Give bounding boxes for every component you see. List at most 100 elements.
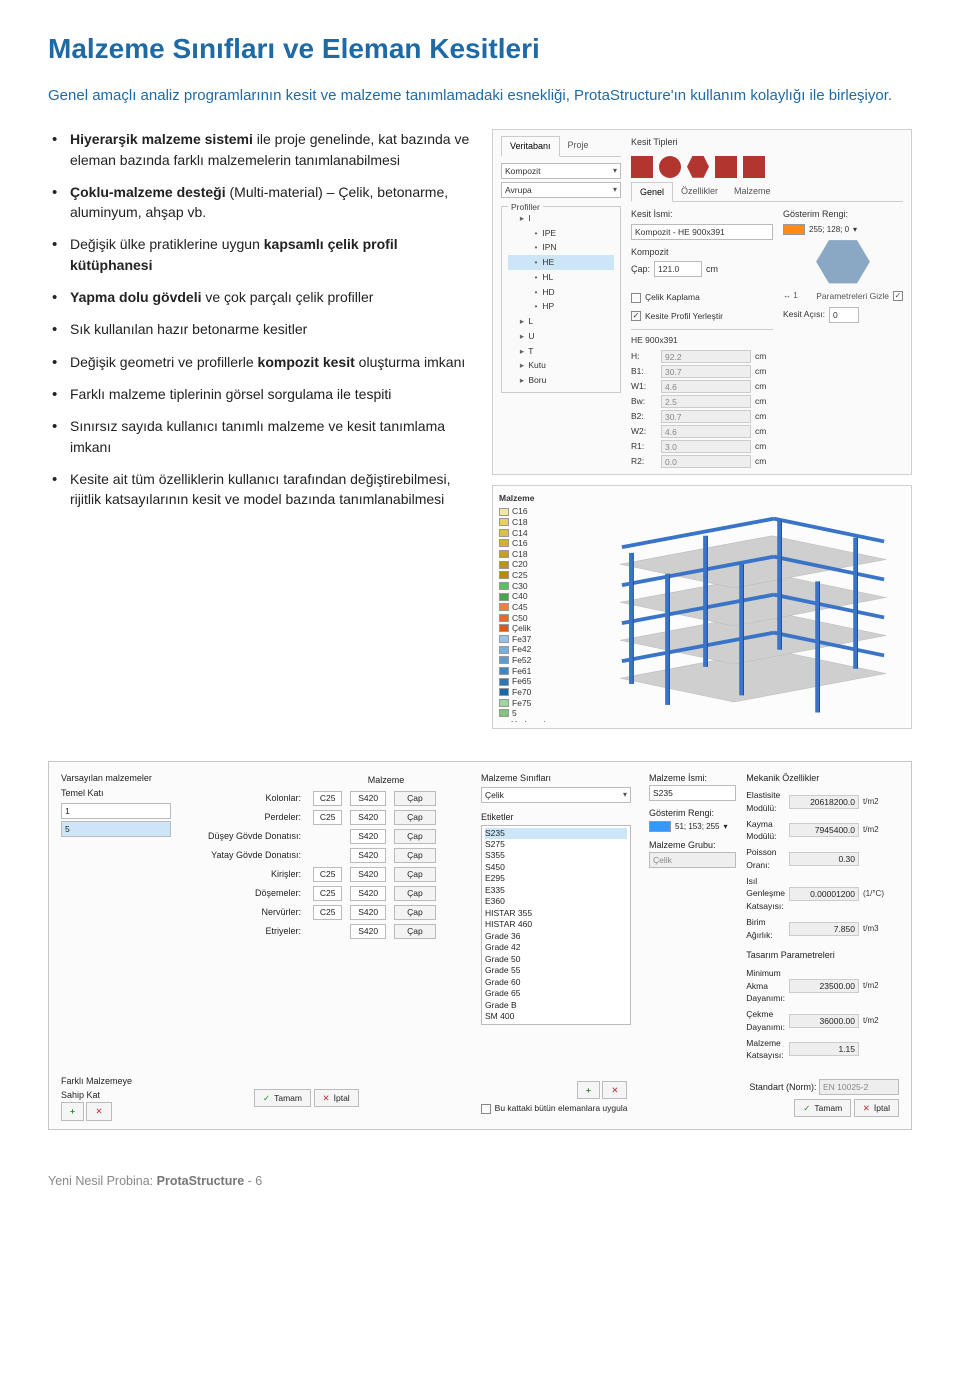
legend-item[interactable]: C45	[499, 602, 555, 613]
tamam-button-2[interactable]: Tamam	[794, 1099, 851, 1118]
material-legend[interactable]: Malzeme C16C18C14C16C18C20C25C30C40C45C5…	[499, 492, 555, 722]
legend-item[interactable]: Fe42	[499, 644, 555, 655]
cell[interactable]: C25	[313, 886, 342, 901]
chk-uygula[interactable]: Bu kattaki bütün elemanlara uygula	[481, 1102, 628, 1115]
legend-item[interactable]: C16	[499, 538, 555, 549]
cap-button[interactable]: Çap	[394, 867, 436, 882]
list-item[interactable]: E360	[485, 896, 627, 907]
list-item[interactable]: HISTAR 460	[485, 919, 627, 930]
kesit-ismi-input[interactable]: Kompozit - HE 900x391	[631, 224, 773, 240]
shape-option[interactable]	[715, 156, 737, 178]
list-item[interactable]: S355	[485, 850, 627, 861]
shape-option[interactable]	[659, 156, 681, 178]
list-item[interactable]: S450	[485, 862, 627, 873]
tree-node[interactable]: ▸ Kutu	[508, 358, 614, 373]
legend-item[interactable]: C25	[499, 570, 555, 581]
list-item[interactable]: Grade 65	[485, 988, 627, 999]
list-item[interactable]: HISTAR 355	[485, 908, 627, 919]
cap-button[interactable]: Çap	[394, 810, 436, 825]
legend-item[interactable]: Fe52	[499, 655, 555, 666]
legend-item[interactable]: Çelik	[499, 623, 555, 634]
cell[interactable]: S420	[350, 886, 386, 901]
dd-kompozit[interactable]: Kompozit▾	[501, 163, 621, 179]
chk-kesit-profil[interactable]: ✓Kesite Profil Yerleştir	[631, 310, 773, 323]
legend-item[interactable]: C16	[499, 506, 555, 517]
kesit-acisi-input[interactable]: 0	[829, 307, 859, 323]
legend-item[interactable]: C50	[499, 613, 555, 624]
tree-node[interactable]: ▸ T	[508, 344, 614, 359]
cap-button[interactable]: Çap	[394, 829, 436, 844]
cell[interactable]: S420	[350, 924, 386, 939]
etiket-listbox[interactable]: S235S275S355S450E295E335E360HISTAR 355HI…	[481, 825, 631, 1025]
cap-button[interactable]: Çap	[394, 791, 436, 806]
chk-celik-kaplama[interactable]: Çelik Kaplama	[631, 291, 773, 304]
cap-button[interactable]: Çap	[394, 848, 436, 863]
tree-node[interactable]: ▸ Boru	[508, 373, 614, 388]
legend-item[interactable]: C40	[499, 591, 555, 602]
legend-item[interactable]: C14	[499, 528, 555, 539]
dd-avrupa[interactable]: Avrupa▾	[501, 182, 621, 198]
color-chip[interactable]	[783, 224, 805, 235]
list-item[interactable]: S275	[485, 839, 627, 850]
cell[interactable]: S420	[350, 791, 386, 806]
list-item[interactable]: Grade 36	[485, 931, 627, 942]
iptal-button-2[interactable]: İptal	[854, 1099, 899, 1118]
cell[interactable]: S420	[350, 829, 386, 844]
del-kat-button[interactable]	[86, 1102, 111, 1121]
tab-veritabani[interactable]: Veritabanı	[501, 136, 560, 157]
kat1-input[interactable]: 1	[61, 803, 171, 819]
tree-node[interactable]: • HE	[508, 255, 614, 270]
legend-item[interactable]: Fe65	[499, 676, 555, 687]
iptal-button-1[interactable]: İptal	[314, 1089, 359, 1108]
profile-tree[interactable]: ▸ I• IPE• IPN• HE• HL• HD• HP▸ L▸ U▸ T▸ …	[508, 211, 614, 388]
list-item[interactable]: SM 490 YA	[485, 1022, 627, 1024]
list-item[interactable]: Grade 50	[485, 954, 627, 965]
list-item[interactable]: Grade 55	[485, 965, 627, 976]
legend-item[interactable]: Fe37	[499, 634, 555, 645]
cap-button[interactable]: Çap	[394, 886, 436, 901]
tree-node[interactable]: ▸ L	[508, 314, 614, 329]
list-item[interactable]: E335	[485, 885, 627, 896]
color-chip[interactable]	[649, 821, 671, 832]
shape-type-row[interactable]	[631, 156, 903, 178]
cell[interactable]: S420	[350, 810, 386, 825]
shape-option[interactable]	[743, 156, 765, 178]
tree-node[interactable]: • HP	[508, 299, 614, 314]
cell[interactable]: S420	[350, 905, 386, 920]
cap-button[interactable]: Çap	[394, 905, 436, 920]
tree-node[interactable]: • IPN	[508, 240, 614, 255]
cell[interactable]: C25	[313, 791, 342, 806]
del-etiket-button[interactable]	[602, 1081, 627, 1100]
cell[interactable]: C25	[313, 867, 342, 882]
tree-node[interactable]: • HD	[508, 285, 614, 300]
cell[interactable]: S420	[350, 867, 386, 882]
dd-sinif[interactable]: Çelik▾	[481, 787, 631, 803]
add-etiket-button[interactable]	[577, 1081, 600, 1100]
kat2-input[interactable]: 5	[61, 821, 171, 837]
list-item[interactable]: Grade 42	[485, 942, 627, 953]
tab-ozellikler[interactable]: Özellikler	[673, 182, 726, 202]
cell[interactable]: C25	[313, 810, 342, 825]
cell[interactable]: S420	[350, 848, 386, 863]
chk-param-gizle[interactable]: Parametreleri Gizle ✓	[816, 290, 903, 303]
list-item[interactable]: S235	[485, 828, 627, 839]
legend-item[interactable]: C20	[499, 559, 555, 570]
tab-genel[interactable]: Genel	[631, 182, 673, 203]
tree-node[interactable]: • HL	[508, 270, 614, 285]
tree-node[interactable]: • IPE	[508, 226, 614, 241]
shape-option[interactable]	[631, 156, 653, 178]
legend-item[interactable]: C18	[499, 549, 555, 560]
cap-button[interactable]: Çap	[394, 924, 436, 939]
legend-item[interactable]: Fe61	[499, 666, 555, 677]
legend-item[interactable]: 5	[499, 708, 555, 719]
list-item[interactable]: E295	[485, 873, 627, 884]
legend-item[interactable]: C18	[499, 517, 555, 528]
tab-proje[interactable]: Proje	[560, 136, 597, 156]
list-item[interactable]: Grade B	[485, 1000, 627, 1011]
cap-input[interactable]: 121.0	[654, 261, 702, 277]
cell[interactable]: C25	[313, 905, 342, 920]
isim-input[interactable]: S235	[649, 785, 736, 801]
list-item[interactable]: SM 400	[485, 1011, 627, 1022]
legend-item[interactable]: C30	[499, 581, 555, 592]
list-item[interactable]: Grade 60	[485, 977, 627, 988]
